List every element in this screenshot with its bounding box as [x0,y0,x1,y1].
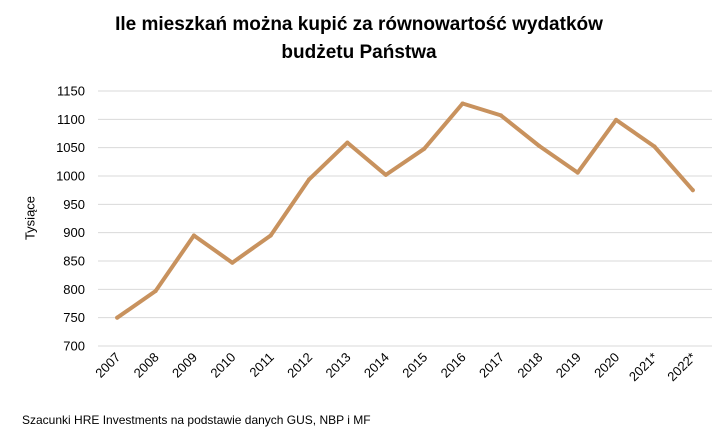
series-line [115,101,695,320]
y-tick-label: 1000 [56,169,85,184]
x-tick-label: 2020 [591,350,622,381]
x-tick-label: 2008 [131,350,162,381]
y-tick-label: 1100 [57,112,85,127]
data-point [307,177,312,182]
y-tick-label: 950 [63,197,85,212]
x-tick-label: 2017 [476,350,507,381]
y-tick-label: 750 [63,310,85,325]
x-tick-label: 2009 [169,350,200,381]
data-points [115,101,695,320]
x-tick-label: 2012 [284,350,315,381]
data-point [652,144,657,149]
data-point [614,117,619,122]
y-tick-label: 900 [63,225,85,240]
source-note: Szacunki HRE Investments na podstawie da… [22,413,371,427]
data-point [537,143,542,148]
x-tick-label: 2021* [626,350,661,385]
data-point [575,170,580,175]
data-point [230,260,235,265]
x-tick-label: 2015 [399,350,430,381]
data-point [345,140,350,145]
x-tick-label: 2011 [246,350,276,380]
x-tick-label: 2022* [664,350,699,385]
y-tick-label: 800 [63,282,85,297]
x-tick-label: 2013 [323,350,354,381]
x-tick-label: 2016 [438,350,469,381]
data-point [191,233,196,238]
y-tick-label: 700 [63,339,85,354]
x-axis-ticks: 2007 2008 2009 2010 2011 2012 2013 2014 2015 2016… [92,350,699,385]
x-tick-label: 2018 [514,350,545,381]
data-point [690,188,695,193]
x-tick-label: 2019 [553,350,584,381]
gridlines [98,90,712,347]
data-point [460,101,465,106]
x-tick-label: 2010 [207,350,238,381]
x-tick-label: 2014 [361,350,392,381]
data-point [498,113,503,118]
data-point [153,289,158,294]
chart-title-line-1: Ile mieszkań można kupić za równowartość… [115,14,603,35]
y-tick-label: 850 [63,254,85,269]
y-axis-ticks: 700 750 800 850 900 950 1000 1050 1100 1150 [56,84,85,354]
y-tick-label: 1050 [56,140,85,155]
y-axis-label: Tysiące [22,195,38,241]
data-point [422,146,427,151]
chart-title-line-2: budżetu Państwa [281,42,437,63]
data-point [268,233,273,238]
data-point [383,172,388,177]
y-tick-label: 1150 [57,84,85,99]
data-point [115,315,120,320]
x-tick-label: 2007 [92,350,123,381]
